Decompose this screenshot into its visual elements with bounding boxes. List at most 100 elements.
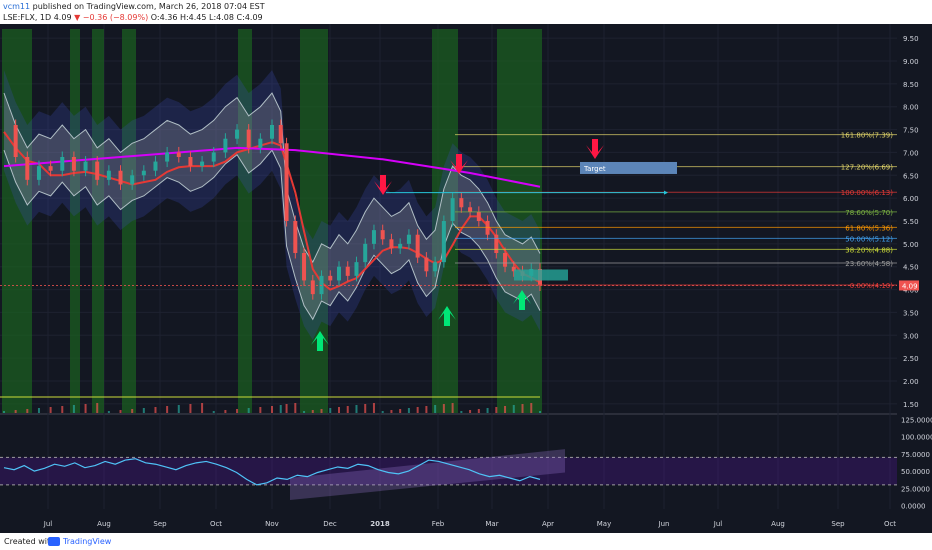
down-arrow-icon [450,154,468,174]
entry-zone-box [514,269,568,281]
candle-body [354,262,359,276]
rsi-axis-label: 75.0000 [901,451,930,459]
candle-body [310,280,315,295]
time-axis-label: Dec [323,520,337,528]
price-axis-label: 9.00 [903,58,919,66]
time-axis-label: Oct [210,520,222,528]
time-axis-label: Jul [43,520,53,528]
price-axis-label: 3.50 [903,309,919,317]
volume-bar [96,403,99,413]
volume-bar [390,410,393,413]
volume-bar [61,406,64,413]
time-axis-label: Apr [542,520,554,528]
volume-bar [14,410,17,413]
candle-body [235,129,240,139]
candle-body [345,266,350,276]
candle-body [36,166,41,180]
rsi-band-fill [0,457,897,485]
candle-body [83,161,88,171]
signal-band [70,29,80,413]
candle-body [284,143,289,221]
price-axis-label: 6.00 [903,195,919,203]
volume-bar [26,409,29,413]
candle-body [503,253,508,267]
sma-long-line [3,146,541,188]
time-axis-label: Oct [884,520,896,528]
price-axis-label: 9.50 [903,35,919,43]
volume-bar [364,404,367,413]
volume-bar [259,407,262,413]
price-axis-label: 8.00 [903,104,919,112]
volume-bar [355,405,358,413]
fib-level-label: 0.00%(4.10) [850,282,894,290]
volume-bar [49,407,52,413]
price-axis-label: 2.50 [903,355,919,363]
volume-bar [131,409,134,413]
volume-bar [279,405,282,413]
chart-canvas[interactable]: 161.80%(7.39) 127.20%(6.69) 100.00%(6.13) 7… [0,24,932,533]
chart-background [0,24,932,533]
candle-body [476,211,481,221]
signal-band [497,29,542,413]
tradingview-logo-icon [48,537,60,546]
candle-body [141,170,146,176]
volume-bar [477,409,480,413]
volume-bar [495,407,498,413]
time-axis-label: Aug [771,520,785,528]
volume-bar [338,407,340,413]
volume-bar [142,408,145,413]
time-axis-label: 2018 [370,520,390,528]
candle-body [459,198,464,208]
volume-bar [460,411,463,413]
volume-bar [236,409,239,413]
candle-body [398,243,403,249]
down-arrow-icon [374,175,392,195]
signal-band [300,29,328,413]
bollinger-lower-line [3,149,541,321]
fib-level-label: 78.60%(5.70) [845,209,893,217]
volume-bar [416,407,419,413]
candle-body [450,198,455,221]
candle-body [278,125,283,144]
candle-body [71,157,76,171]
candle-body [165,152,170,162]
fib-level-label: 50.00%(5.12) [845,235,893,243]
time-axis-label: Jul [713,520,723,528]
up-arrow-icon [438,306,456,326]
envelope-cloud [4,70,540,340]
price-axis-label: 7.50 [903,127,919,135]
author-link[interactable]: vcm11 [3,2,31,11]
footer: Created with TradingView [0,533,932,550]
candle-body [441,221,446,263]
candle-body [433,262,438,272]
symbol-label: LSE:FLX, 1D [3,13,52,22]
rsi-axis-label: 125.0000 [901,416,932,424]
candle-body [511,266,516,272]
rsi-axis-label: 0.0000 [901,503,926,511]
price-axis-label: 7.00 [903,149,919,157]
volume-bar [329,408,332,413]
last-price: 4.09 [53,13,72,22]
price-axis-label: 4.50 [903,264,919,272]
volume-bar [119,410,122,413]
candle-body [415,234,420,258]
candle-body [25,157,30,180]
tradingview-link[interactable]: TradingView [63,537,112,546]
candle-body [424,257,429,272]
volume-bar [247,408,250,413]
time-axis-label: Aug [97,520,111,528]
price-axis-label: 5.00 [903,241,919,249]
volume-bar [294,403,297,413]
candle-body [153,161,158,171]
time-axis-label: Mar [485,520,498,528]
candle-body [188,157,193,167]
candle-body [246,129,251,148]
volume-bar [521,404,524,413]
volume-bar [530,403,533,413]
created-with-text: Created with [4,537,56,546]
candle-body [328,275,333,281]
candle-body [363,243,368,263]
volume-bar [177,405,180,413]
candle-body [337,266,341,281]
target-box [580,161,677,174]
